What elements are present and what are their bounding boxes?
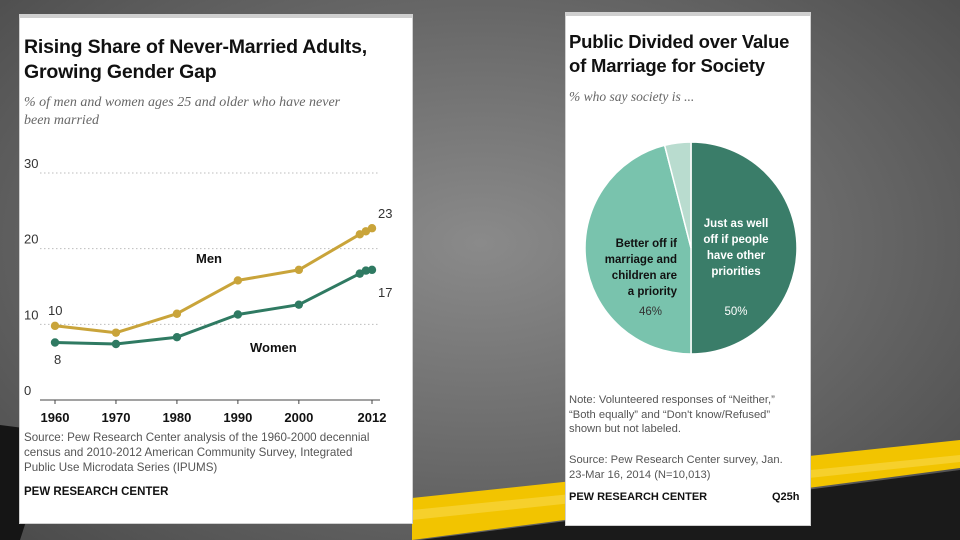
y-tick-label: 20 <box>24 232 38 247</box>
pie-chart-code: Q25h <box>772 491 800 503</box>
men-data-point <box>111 328 121 337</box>
pie-chart-note: Note: Volunteered responses of “Neither,… <box>569 393 775 437</box>
pie-slice <box>584 144 692 355</box>
women-series-label: Women <box>250 340 297 355</box>
men-end-label: 23 <box>378 206 392 221</box>
line-chart-x-ticks: 1960 1970 1980 1990 2000 2012 <box>41 400 387 425</box>
men-data-point <box>233 276 243 285</box>
x-tick-label: 2012 <box>358 410 387 425</box>
pie-slice <box>663 141 692 249</box>
men-series-line <box>54 226 373 335</box>
pie-slice-label: children are <box>612 270 677 282</box>
line-chart-title-line1: Rising Share of Never-Married Adults, <box>24 36 367 58</box>
line-chart-subtitle: % of men and women ages 25 and older who… <box>24 94 340 130</box>
line-chart-grid <box>40 172 380 401</box>
women-data-point <box>367 265 377 275</box>
pie-slice-label: have other <box>707 250 766 262</box>
pie-chart-brand: PEW RESEARCH CENTER <box>569 491 708 503</box>
card-top-rule <box>20 15 412 18</box>
line-chart-subtitle-line2: been married <box>24 113 100 128</box>
pie-slice-label: Just as well <box>704 218 769 230</box>
y-tick-label: 30 <box>24 156 38 171</box>
pie-chart-source-line2: 23-Mar 16, 2014 (N=10,013) <box>569 468 711 481</box>
pie-slice-label: priorities <box>711 266 760 278</box>
line-chart-source-line2: census and 2010-2012 American Community … <box>24 446 353 459</box>
line-chart-card: Rising Share of Never-Married Adults, Gr… <box>20 15 412 523</box>
pie-chart-title: Public Divided over Value of Marriage fo… <box>569 30 789 78</box>
women-data-point <box>294 300 304 309</box>
line-chart-source-line1: Source: Pew Research Center analysis of … <box>24 431 370 444</box>
pie-slice-label: marriage and <box>605 254 677 266</box>
line-chart-subtitle-line1: % of men and women ages 25 and older who… <box>24 95 341 110</box>
pie-chart-note-line1: Note: Volunteered responses of “Neither,… <box>569 394 775 406</box>
pie-slice-label: a priority <box>628 286 678 298</box>
x-tick-label: 2000 <box>284 410 313 425</box>
x-tick-label: 1980 <box>162 410 191 425</box>
line-chart-y-ticks: 0 10 20 30 <box>24 156 38 398</box>
pie-slice-value: 50% <box>724 306 747 318</box>
women-start-label: 8 <box>54 352 61 367</box>
pie-chart-slices <box>584 141 798 355</box>
pie-chart-note-line2: “Both equally” and “Don't know/Refused” <box>569 408 771 421</box>
women-data-point <box>172 332 182 342</box>
pie-chart-title-line2: of Marriage for Society <box>569 55 765 76</box>
line-chart-source: Source: Pew Research Center analysis of … <box>24 430 369 475</box>
women-data-point <box>361 266 371 275</box>
women-series-line <box>54 268 373 346</box>
line-chart-series <box>50 224 377 349</box>
women-data-point <box>50 338 60 347</box>
pie-chart-title-line1: Public Divided over Value <box>569 31 790 52</box>
men-data-point <box>367 224 377 233</box>
pie-chart-labels: Just as well off if people have other prior… <box>605 218 769 318</box>
pie-slice <box>690 141 798 355</box>
line-chart: 0 10 20 30 1960 1970 1980 1990 2000 2012 Men Wom… <box>24 156 392 425</box>
pie-chart-source-line1: Source: Pew Research Center survey, Jan. <box>569 454 783 466</box>
women-data-point <box>233 310 243 319</box>
x-tick-label: 1970 <box>102 410 131 425</box>
x-tick-label: 1990 <box>223 410 252 425</box>
x-tick-label: 1960 <box>41 410 70 425</box>
men-series-label: Men <box>196 251 222 266</box>
women-data-point <box>111 339 121 349</box>
men-data-point <box>50 321 60 331</box>
pie-chart-card: Public Divided over Value of Marriage fo… <box>566 13 810 525</box>
pie-slice-label: Better off if <box>616 238 678 250</box>
y-tick-label: 10 <box>24 307 38 322</box>
men-start-label: 10 <box>48 303 62 318</box>
line-chart-title-line2: Growing Gender Gap <box>24 61 217 83</box>
pie-chart-subtitle: % who say society is ... <box>569 89 695 104</box>
line-chart-brand: PEW RESEARCH CENTER <box>24 486 169 498</box>
men-data-point <box>294 265 304 275</box>
pie-chart: Just as well off if people have other prior… <box>584 141 798 355</box>
women-end-label: 17 <box>378 285 392 300</box>
pie-chart-note-line3: shown but not labeled. <box>569 423 681 435</box>
line-chart-labels: Men Women 10 8 23 17 <box>48 206 392 367</box>
line-chart-title: Rising Share of Never-Married Adults, Gr… <box>24 35 367 85</box>
y-tick-label: 0 <box>24 383 31 398</box>
pie-chart-source: Source: Pew Research Center survey, Jan.… <box>569 453 783 482</box>
line-chart-source-line3: Public Use Microdata Series (IPUMS) <box>24 461 218 474</box>
card-top-rule <box>566 13 810 16</box>
pie-slice-label: off if people <box>703 234 768 246</box>
men-data-point <box>172 309 182 318</box>
pie-slice-value: 46% <box>639 306 662 318</box>
